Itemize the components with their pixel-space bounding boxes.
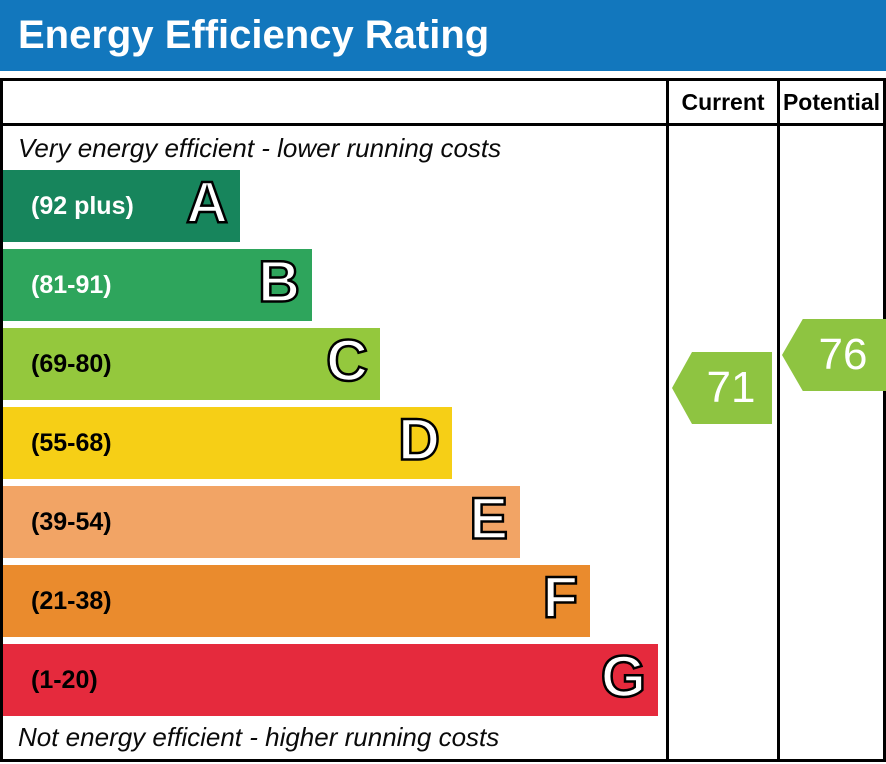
title-banner: Energy Efficiency Rating: [0, 0, 886, 71]
band-range: (81-91): [31, 270, 112, 299]
band-row-g: (1-20) G: [3, 644, 658, 716]
table-border-right: [883, 78, 886, 762]
band-row-f: (21-38) F: [3, 565, 590, 637]
bottom-efficiency-note: Not energy efficient - higher running co…: [18, 722, 500, 752]
band-letter: A: [185, 170, 229, 236]
current-arrow: 71: [672, 352, 772, 424]
current-column-divider: [666, 78, 669, 762]
table-border-left: [0, 78, 3, 762]
band-letter: E: [468, 486, 509, 552]
potential-value: 76: [818, 330, 868, 379]
potential-column-divider: [777, 78, 780, 762]
band-range: (69-80): [31, 349, 112, 378]
band-row-b: (81-91) B: [3, 249, 312, 321]
band-range: (39-54): [31, 507, 112, 536]
band-range: (21-38): [31, 586, 112, 615]
band-letter: C: [325, 328, 369, 394]
band-row-c: (69-80) C: [3, 328, 380, 400]
band-letter: F: [541, 565, 579, 631]
table-border-top: [0, 78, 886, 81]
band-range: (92 plus): [31, 191, 134, 220]
band-row-d: (55-68) D: [3, 407, 452, 479]
band-letter: G: [600, 644, 648, 710]
page-title: Energy Efficiency Rating: [18, 13, 490, 57]
header-separator-line: [0, 123, 886, 126]
band-range: (1-20): [31, 665, 98, 694]
band-row-e: (39-54) E: [3, 486, 520, 558]
band-letter: D: [397, 407, 441, 473]
top-efficiency-note: Very energy efficient - lower running co…: [18, 133, 502, 163]
band-letter: B: [257, 249, 301, 315]
current-value: 71: [706, 363, 756, 412]
potential-column-header: Potential: [782, 88, 881, 115]
table-border-bottom: [0, 759, 886, 762]
current-column-header: Current: [681, 88, 765, 115]
potential-arrow: 76: [782, 319, 886, 391]
band-row-a: (92 plus) A: [3, 170, 240, 242]
band-range: (55-68): [31, 428, 112, 457]
